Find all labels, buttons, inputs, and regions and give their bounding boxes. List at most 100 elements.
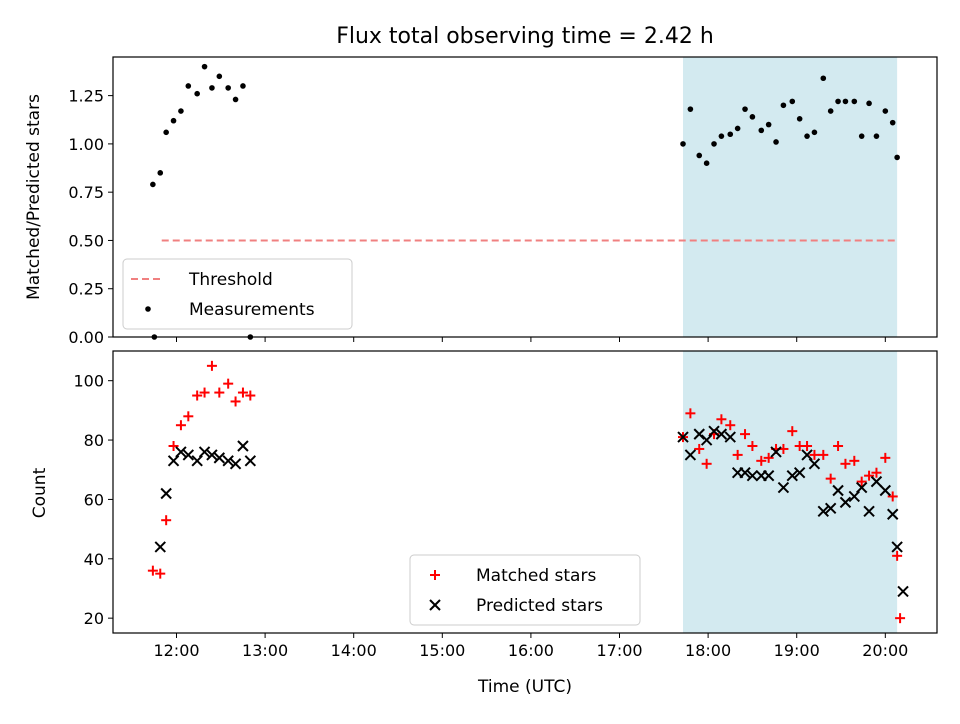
panels: 0.00 0.25 0.50 0.75 1.00 1.25 Threshold Measure… [68,56,938,660]
measurement-point [773,139,779,145]
bottom-y-tick-label: 100 [73,372,104,391]
matched-star-point [895,613,906,624]
matched-star-point [732,449,743,460]
bottom-x-tick-label: 13:00 [242,641,288,660]
top-y-tick-label: 0.50 [68,231,104,250]
measurement-point [858,133,865,139]
x-b [891,541,903,553]
measurement-point [150,181,156,188]
predicted-star-point [848,490,861,503]
predicted-star-point [715,428,728,440]
measurement-point [680,141,686,147]
x-b [832,484,844,497]
x-b [154,541,166,553]
matched-star-point [809,449,820,460]
bottom-y-tick-label: 20 [84,609,104,628]
top-axes-frame [112,56,938,338]
measurement-point [163,129,169,136]
top-y-tick-label: 0.75 [68,183,104,202]
x-b [182,449,195,461]
predicted-star-point [229,458,242,470]
x-b [198,446,211,458]
x-b [684,449,697,461]
predicted-star-point [891,541,903,553]
measurement-point [696,152,703,159]
matched-star-point [168,440,179,451]
matched-star-point [147,565,158,576]
bottom-axes-frame [112,350,938,634]
x-b [724,431,736,443]
bottom-legend-box [409,554,641,626]
measurement-point [194,90,200,97]
predicted-star-point [724,431,736,443]
predicted-star-point [886,508,899,520]
predicted-star-point [832,484,844,497]
matched-star-point [161,515,172,526]
matched-star-point [740,429,751,440]
measurement-point [170,117,177,124]
top-ylabel: Matched/Predicted stars [24,94,44,300]
bottom-x-tick-label: 12:00 [153,641,199,660]
x-b [848,490,861,503]
matched-star-point [206,360,217,371]
bottom-x-tick-label: 14:00 [331,641,377,660]
predicted-star-point [167,455,180,467]
matched-star-point [871,467,882,478]
matched-star-point [825,473,836,484]
matched-star-point [892,550,903,561]
measurement-point [718,133,725,139]
matched-star-point [864,470,875,481]
bottom-y-tick-label: 60 [84,490,104,509]
predicted-star-point [708,425,720,437]
measurement-point [789,98,796,105]
measurement-point [232,96,239,103]
measurement-point [758,127,765,134]
predicted-star-point [786,469,798,482]
top-series-measurements [150,63,900,340]
x-b [677,431,689,443]
measurement-point [873,133,880,139]
bottom-y-tick-label: 80 [84,431,104,450]
predicted-star-point [879,484,892,497]
top-legend-box [122,258,353,330]
measurement-point [749,114,756,120]
legend-label: Threshold [188,270,273,290]
predicted-star-point [191,455,203,467]
x-b [793,466,806,479]
x-b [808,458,821,470]
predicted-star-point [693,428,705,440]
measurement-point [178,108,184,114]
measurement-point [811,129,818,136]
predicted-star-point [793,466,806,479]
predicted-star-point [182,449,195,461]
x-b [786,469,798,482]
predicted-star-point [700,434,713,446]
measurement-point [703,160,710,167]
predicted-star-point [237,440,249,452]
measurement-point [882,108,889,114]
matched-star-point [887,491,898,502]
predicted-star-point [870,475,883,488]
matched-star-point [230,396,241,407]
measurement-point [209,85,215,91]
x-b [700,434,713,446]
top-y-tick-label: 1.25 [68,87,104,106]
measurement-point [687,106,694,112]
x-b [167,455,180,467]
predicted-star-point [198,446,211,458]
measurement-point [780,102,787,109]
matched-star-point [833,440,844,451]
measurement-point [820,75,827,82]
predicted-star-point [213,452,226,464]
top-panel: 0.00 0.25 0.50 0.75 1.00 1.25 Threshold Measure… [68,56,938,347]
matched-star-point [192,390,203,401]
x-b [213,452,226,464]
x-b [739,466,751,479]
top-y-tick-label: 0.00 [68,328,104,347]
x-b [746,469,759,482]
x-b [762,469,775,482]
matched-star-point [199,387,210,398]
matched-star-point [747,440,758,451]
measurement-point [866,100,872,107]
